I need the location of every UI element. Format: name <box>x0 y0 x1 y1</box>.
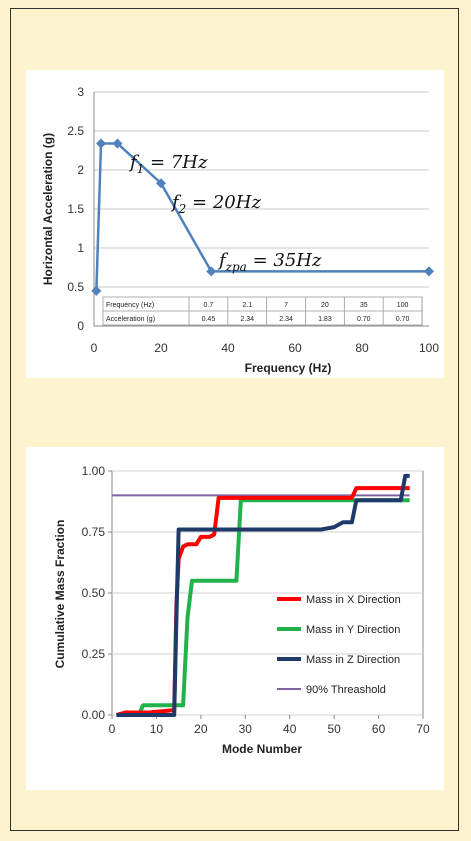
x-tick-label: 70 <box>416 722 430 736</box>
page-frame <box>10 8 459 831</box>
y-axis-title: Horizontal Acceleration (g) <box>41 133 55 285</box>
table-cell: 35 <box>360 302 368 309</box>
data-point <box>112 138 123 149</box>
x-tick-label: 100 <box>419 341 439 355</box>
x-tick-label: 50 <box>327 722 341 736</box>
y-tick-label: 3 <box>77 85 84 99</box>
table-cell: 0.7 <box>204 302 214 309</box>
y-tick-label: 0 <box>77 319 84 333</box>
x-tick-label: 30 <box>239 722 253 736</box>
y-tick-label: 0.50 <box>82 586 106 600</box>
frequency-annotation: fzpa = 35Hz <box>217 250 322 274</box>
table-cell: 2.34 <box>279 316 293 323</box>
table-cell: 0.45 <box>202 316 216 323</box>
x-axis-title: Mode Number <box>222 742 302 756</box>
mass-fraction-chart: 0.00 0.25 0.50 0.75 1.00 0 10 20 30 40 50 60 70 Mass… <box>26 447 444 790</box>
series-line <box>116 498 410 717</box>
data-point <box>91 285 102 296</box>
legend-label: Mass in X Direction <box>306 594 401 606</box>
table-cell: 0.70 <box>357 316 371 323</box>
table-row-label: Frequency (Hz) <box>106 302 154 309</box>
x-tick-label: 60 <box>372 722 386 736</box>
x-tick-label: 0 <box>109 722 116 736</box>
x-tick-label: 20 <box>154 341 168 355</box>
series-line <box>116 473 410 717</box>
x-tick-label: 10 <box>150 722 164 736</box>
response-spectrum-chart: 0 0.5 1 1.5 2 2.5 3 0 20 40 60 80 100 Frequency (Hz)… <box>26 70 444 378</box>
response-spectrum-svg: 0 0.5 1 1.5 2 2.5 3 0 20 40 60 80 100 Frequency (Hz)… <box>41 85 439 375</box>
y-tick-label: 2.5 <box>67 124 84 138</box>
frequency-annotation: f1 = 7Hz <box>128 152 208 176</box>
legend-label: 90% Threashold <box>306 684 386 696</box>
table-cell: 0.70 <box>396 316 410 323</box>
data-point <box>96 138 107 149</box>
data-point <box>156 178 166 189</box>
legend-label: Mass in Z Direction <box>306 654 400 666</box>
y-tick-label: 2 <box>77 163 84 177</box>
mass-fraction-svg: 0.00 0.25 0.50 0.75 1.00 0 10 20 30 40 50 60 70 Mass… <box>53 464 430 756</box>
table-cell: 20 <box>321 302 329 309</box>
x-tick-label: 40 <box>283 722 297 736</box>
series-line <box>95 142 429 291</box>
table-row-label: Acceleration (g) <box>106 316 155 323</box>
table-cell: 2.1 <box>242 302 252 309</box>
y-tick-label: 1 <box>77 241 84 255</box>
data-point <box>206 266 217 277</box>
legend-label: Mass in Y Direction <box>306 624 400 636</box>
x-tick-label: 60 <box>288 341 302 355</box>
y-axis-title: Cumulative Mass Fraction <box>53 520 67 669</box>
x-tick-label: 80 <box>355 341 369 355</box>
x-tick-label: 20 <box>194 722 208 736</box>
table-cell: 1.83 <box>318 316 332 323</box>
table-cell: 100 <box>397 302 409 309</box>
y-tick-label: 0.75 <box>82 525 106 539</box>
table-cell: 2.34 <box>240 316 254 323</box>
y-tick-label: 1.00 <box>82 464 106 478</box>
data-point <box>424 266 434 277</box>
y-tick-label: 0.00 <box>82 708 106 722</box>
y-tick-label: 0.25 <box>82 647 106 661</box>
series-line <box>115 486 410 717</box>
y-tick-label: 0.5 <box>67 280 84 294</box>
x-tick-label: 0 <box>91 341 98 355</box>
table-cell: 7 <box>284 302 288 309</box>
x-axis-title: Frequency (Hz) <box>245 361 332 375</box>
y-tick-label: 1.5 <box>67 202 84 216</box>
x-tick-label: 40 <box>221 341 235 355</box>
frequency-annotation: f2 = 20Hz <box>170 192 261 216</box>
